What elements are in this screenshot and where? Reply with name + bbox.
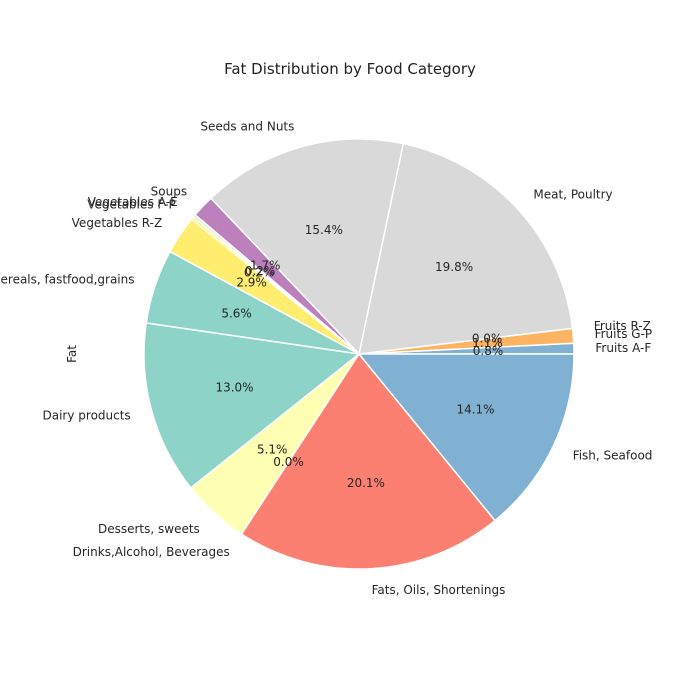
- slice-percent-vegetables-a-e: 0.2%: [245, 264, 276, 278]
- slice-label-meat-poultry: Meat, Poultry: [533, 187, 612, 201]
- slice-percent-seeds-and-nuts: 15.4%: [305, 223, 343, 237]
- slice-label-breads-cereals-fastfood-grains: Breads, cereals, fastfood,grains: [0, 273, 135, 287]
- slice-percent-vegetables-r-z: 2.9%: [236, 276, 267, 290]
- pie-slice-fats-oils-shortenings: [240, 352, 497, 570]
- slice-label-vegetables-f-p: Vegetables F-P: [87, 197, 176, 211]
- slice-label-fish-seafood: Fish, Seafood: [573, 448, 653, 462]
- slice-label-seeds-and-nuts: Seeds and Nuts: [200, 120, 294, 134]
- slice-percent-meat-poultry: 19.8%: [435, 260, 473, 274]
- slice-percent-desserts-sweets: 5.1%: [257, 442, 288, 456]
- slice-percent-fruits-g-p: 1.1%: [472, 336, 503, 350]
- slice-label-drinks-alcohol-beverages: Drinks,Alcohol, Beverages: [73, 545, 230, 559]
- pie-slice-fish-seafood: [357, 353, 575, 522]
- slice-label-soups: Soups: [151, 185, 187, 199]
- slice-label-desserts-sweets: Desserts, sweets: [98, 522, 200, 536]
- slice-percent-soups: 1.7%: [250, 258, 281, 272]
- slice-percent-drinks-alcohol-beverages: 0.0%: [273, 455, 304, 469]
- slice-percent-fish-seafood: 14.1%: [456, 402, 494, 416]
- slice-label-fruits-a-f: Fruits A-F: [595, 341, 651, 355]
- slice-percent-dairy-products: 13.0%: [215, 381, 253, 395]
- slice-label-vegetables-r-z: Vegetables R-Z: [72, 216, 163, 230]
- slice-percent-breads-cereals-fastfood-grains: 5.6%: [221, 306, 252, 320]
- slice-label-fats-oils-shortenings: Fats, Oils, Shortenings: [372, 583, 506, 597]
- chart-title: Fat Distribution by Food Category: [224, 60, 476, 78]
- slice-label-fruits-g-p: Fruits G-P: [595, 327, 653, 341]
- slice-percent-fruits-r-z: 0.0%: [472, 332, 503, 346]
- slice-percent-vegetables-f-p: 0.2%: [244, 265, 275, 279]
- pie-slice-meat-poultry: [358, 142, 574, 355]
- slice-label-fruits-r-z: Fruits R-Z: [594, 319, 651, 333]
- pie-slice-dairy-products: [143, 322, 361, 489]
- slice-percent-fats-oils-shortenings: 20.1%: [347, 476, 385, 490]
- slice-percent-fruits-a-f: 0.8%: [473, 344, 504, 358]
- pie-slice-seeds-and-nuts: [209, 138, 405, 356]
- slice-label-dairy-products: Dairy products: [43, 409, 131, 423]
- slice-label-vegetables-a-e: Vegetables A-E: [88, 195, 178, 209]
